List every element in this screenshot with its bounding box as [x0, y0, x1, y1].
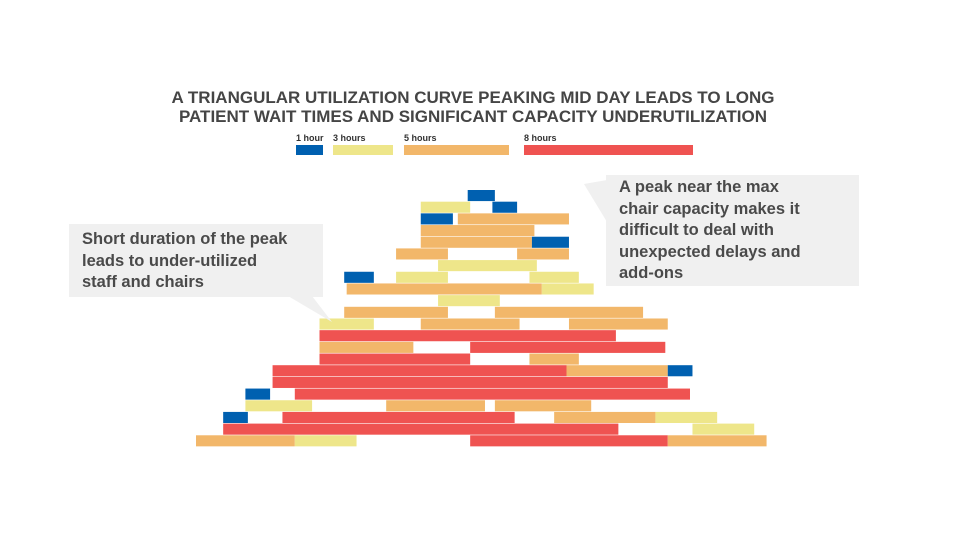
- bar-row-16-seg-0-8h: [272, 376, 668, 388]
- right-callout-line-1: A peak near the max: [619, 178, 779, 196]
- chart-title: A TRIANGULAR UTILIZATION CURVE PEAKING M…: [0, 88, 946, 126]
- bar-row-2-seg-0-1h: [420, 213, 453, 225]
- bar-row-11-seg-1-5h: [420, 318, 520, 330]
- legend-label-8-hours: 8 hours: [524, 133, 557, 143]
- bar-row-21-seg-3-5h: [667, 435, 767, 447]
- bar-row-17-seg-1-8h: [294, 388, 690, 400]
- legend-label-1-hour: 1 hour: [296, 133, 324, 143]
- right-callout-line-4: unexpected delays and: [619, 242, 801, 261]
- legend-swatch-8-hours: [524, 145, 693, 155]
- bar-row-10-seg-0-5h: [344, 306, 448, 318]
- left-callout-line-1: Short duration of the peak: [82, 230, 288, 248]
- left-callout: Short duration of the peak leads to unde…: [69, 224, 323, 297]
- bar-row-20-seg-1-3h: [692, 423, 755, 435]
- right-callout-line-3: difficult to deal with: [619, 221, 774, 239]
- bar-row-21-seg-1-3h: [294, 435, 357, 447]
- bar-row-6-seg-0-3h: [438, 260, 537, 272]
- bar-row-13-seg-0-5h: [319, 341, 414, 353]
- left-callout-line-2: leads to under-utilized: [82, 251, 258, 270]
- legend-swatch-1-hour: [296, 145, 323, 155]
- bar-row-5-seg-0-5h: [396, 248, 448, 260]
- bar-row-12-seg-0-8h: [319, 330, 616, 342]
- bar-row-3-seg-0-5h: [420, 225, 535, 237]
- title-line-1: A TRIANGULAR UTILIZATION CURVE PEAKING M…: [171, 88, 775, 107]
- right-callout-line-2: chair capacity makes it: [619, 199, 800, 218]
- bar-row-10-seg-1-5h: [494, 306, 644, 318]
- left-callout-pointer: [288, 296, 332, 322]
- bar-row-13-seg-1-8h: [470, 341, 666, 353]
- legend-swatch-3-hours: [333, 145, 393, 155]
- bar-row-21-seg-0-5h: [196, 435, 295, 447]
- bar-row-15-seg-2-1h: [667, 365, 693, 377]
- legend-swatch-5-hours: [404, 145, 509, 155]
- right-callout-line-5: add-ons: [619, 264, 684, 282]
- bar-row-11-seg-0-3h: [319, 318, 374, 330]
- bar-row-7-seg-0-1h: [344, 271, 374, 283]
- bar-row-17-seg-0-1h: [245, 388, 271, 400]
- bar-row-1-seg-1-1h: [492, 201, 518, 213]
- bar-row-19-seg-3-3h: [655, 411, 718, 423]
- bar-row-4-seg-1-1h: [531, 236, 569, 248]
- bar-row-20-seg-0-8h: [223, 423, 619, 435]
- bar-row-5-seg-1-5h: [517, 248, 569, 260]
- bar-row-18-seg-1-5h: [386, 400, 485, 412]
- bar-row-8-seg-0-5h: [346, 283, 542, 295]
- bar-row-15-seg-0-8h: [272, 365, 567, 377]
- bar-row-19-seg-2-5h: [554, 411, 656, 423]
- bar-row-7-seg-1-3h: [396, 271, 448, 283]
- legend-label-5-hours: 5 hours: [404, 133, 437, 143]
- bar-row-19-seg-1-8h: [282, 411, 515, 423]
- bar-row-14-seg-0-8h: [319, 353, 471, 365]
- title-line-2: PATIENT WAIT TIMES AND SIGNIFICANT CAPAC…: [178, 107, 768, 126]
- bar-row-18-seg-2-5h: [494, 400, 592, 412]
- right-callout: A peak near the max chair capacity makes…: [606, 175, 859, 286]
- bar-row-2-seg-1-5h: [457, 213, 569, 225]
- bar-row-19-seg-0-1h: [223, 411, 248, 423]
- bar-row-9-seg-0-3h: [438, 295, 500, 307]
- bar-row-21-seg-2-8h: [470, 435, 668, 447]
- bar-row-1-seg-0-3h: [420, 201, 471, 213]
- legend-label-3-hours: 3 hours: [333, 133, 366, 143]
- bar-row-4-seg-0-5h: [420, 236, 532, 248]
- left-callout-line-3: staff and chairs: [82, 273, 204, 291]
- bar-row-7-seg-2-3h: [529, 271, 579, 283]
- bar-row-0-seg-0-1h: [467, 190, 495, 202]
- right-callout-pointer: [584, 180, 607, 222]
- bar-row-8-seg-1-3h: [541, 283, 594, 295]
- bar-row-14-seg-1-5h: [529, 353, 579, 365]
- bar-row-18-seg-0-3h: [245, 400, 313, 412]
- bar-row-15-seg-1-5h: [566, 365, 668, 377]
- bar-row-11-seg-2-5h: [568, 318, 668, 330]
- bars-group: [196, 190, 767, 447]
